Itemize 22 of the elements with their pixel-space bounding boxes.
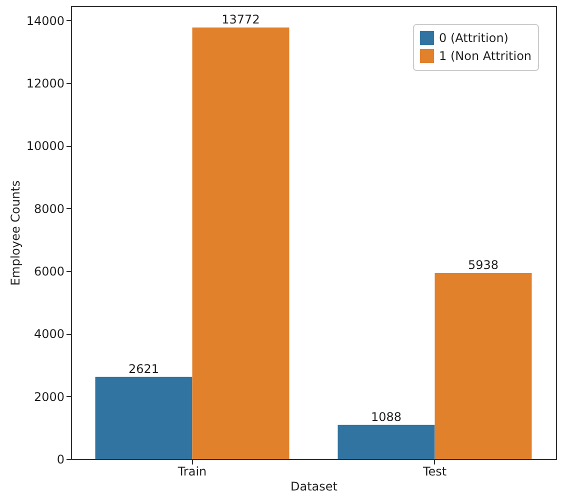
- x-tick-label: Test: [422, 464, 447, 478]
- y-tick-label: 2000: [34, 390, 64, 404]
- legend-label: 0 (Attrition): [439, 31, 508, 45]
- data-label: 13772: [222, 12, 260, 27]
- y-tick-label: 0: [56, 452, 64, 466]
- bar: [434, 272, 532, 459]
- bar: [192, 28, 290, 459]
- y-tick-label: 8000: [34, 202, 64, 216]
- x-axis-title: Dataset: [290, 480, 338, 494]
- legend-label: 1 (Non Attrition: [439, 49, 532, 63]
- data-label: 2621: [128, 362, 160, 376]
- data-label: 1088: [370, 410, 402, 424]
- bar: [95, 376, 192, 459]
- x-tick-label: Train: [176, 464, 207, 478]
- y-axis-title: Employee Counts: [8, 180, 22, 286]
- y-tick-label: 6000: [34, 264, 64, 279]
- y-tick-label: 10000: [26, 139, 64, 154]
- y-tick-label: 14000: [26, 14, 64, 28]
- data-label: 5938: [468, 258, 499, 272]
- y-tick-label: 12000: [26, 76, 64, 91]
- y-tick-label: 4000: [34, 327, 64, 342]
- bar: [338, 424, 435, 459]
